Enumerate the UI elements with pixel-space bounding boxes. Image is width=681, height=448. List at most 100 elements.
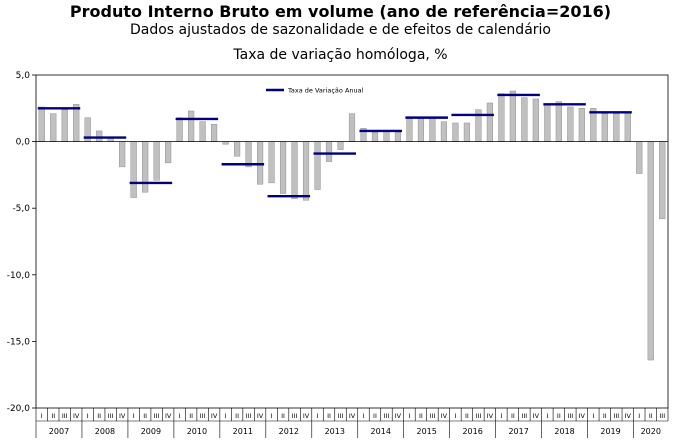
- quarter-label: IV: [73, 412, 80, 420]
- year-label: 2009: [141, 427, 161, 436]
- quarter-bar: [302, 141, 310, 201]
- quarter-label: I: [225, 412, 227, 420]
- quarter-label: I: [454, 412, 456, 420]
- year-label: 2017: [508, 427, 528, 436]
- quarter-bar: [176, 117, 183, 142]
- quarter-bar: [440, 121, 447, 142]
- quarter-bar: [199, 121, 206, 142]
- quarter-label: I: [592, 412, 594, 420]
- quarter-bar: [268, 141, 275, 184]
- y-tick-label: 5,0: [16, 71, 31, 81]
- year-label: 2007: [49, 427, 69, 436]
- quarter-label: III: [338, 412, 344, 420]
- quarter-label: II: [235, 412, 239, 420]
- quarter-label: IV: [165, 412, 172, 420]
- y-tick-label: -10,0: [7, 271, 31, 281]
- quarter-label: I: [546, 412, 548, 420]
- quarter-bar: [38, 106, 45, 142]
- quarter-label: I: [363, 412, 365, 420]
- quarter-label: IV: [441, 412, 448, 420]
- quarter-bar: [383, 130, 390, 142]
- quarter-label: IV: [119, 412, 126, 420]
- quarter-bar: [636, 141, 643, 174]
- y-tick-label: -5,0: [12, 204, 30, 214]
- year-label: 2012: [279, 427, 299, 436]
- year-label: 2014: [371, 427, 391, 436]
- quarter-label: IV: [579, 412, 586, 420]
- quarter-bar: [624, 112, 631, 142]
- quarter-bar: [521, 97, 528, 142]
- quarter-bar: [61, 109, 68, 142]
- quarter-label: I: [41, 412, 43, 420]
- quarter-label: I: [179, 412, 181, 420]
- year-label: 2013: [325, 427, 345, 436]
- quarter-label: IV: [211, 412, 218, 420]
- quarter-bar: [567, 106, 574, 142]
- year-label: 2016: [462, 427, 482, 436]
- quarter-bar: [96, 130, 103, 142]
- quarter-label: III: [246, 412, 252, 420]
- y-tick-label: -20,0: [7, 404, 31, 414]
- quarter-bar: [211, 124, 218, 142]
- quarter-bar: [406, 117, 413, 142]
- year-label: 2015: [417, 427, 437, 436]
- quarter-label: II: [97, 412, 101, 420]
- year-label: 2011: [233, 427, 253, 436]
- quarter-label: II: [143, 412, 147, 420]
- year-label: 2020: [641, 427, 661, 436]
- quarter-label: IV: [395, 412, 402, 420]
- quarter-label: III: [154, 412, 160, 420]
- quarter-bar: [188, 110, 195, 142]
- quarter-bar: [452, 122, 459, 142]
- quarter-bar: [601, 113, 608, 142]
- quarter-bar: [234, 141, 241, 157]
- quarter-label: II: [51, 412, 55, 420]
- quarter-label: II: [557, 412, 561, 420]
- quarter-bar: [50, 113, 57, 142]
- quarter-bar: [532, 98, 539, 142]
- y-tick-label: 0,0: [16, 138, 31, 148]
- quarter-bar: [130, 141, 137, 198]
- quarter-label: I: [638, 412, 640, 420]
- quarter-bar: [417, 117, 425, 142]
- quarter-label: II: [189, 412, 193, 420]
- quarter-label: I: [317, 412, 319, 420]
- quarter-bar: [613, 113, 620, 142]
- quarter-label: II: [649, 412, 653, 420]
- year-label: 2019: [600, 427, 620, 436]
- quarter-bar: [555, 101, 562, 142]
- quarter-label: III: [384, 412, 390, 420]
- quarter-bar: [659, 141, 666, 220]
- quarter-bar: [348, 113, 356, 142]
- quarter-bar: [371, 132, 379, 142]
- chart-title: Produto Interno Bruto em volume (ano de …: [69, 2, 612, 21]
- quarter-bar: [394, 132, 402, 142]
- quarter-label: II: [465, 412, 469, 420]
- quarter-label: III: [430, 412, 436, 420]
- quarter-label: IV: [303, 412, 310, 420]
- quarter-label: I: [87, 412, 89, 420]
- legend-label: Taxa de Variação Anual: [287, 87, 364, 95]
- quarter-bar: [578, 108, 585, 142]
- quarter-label: III: [476, 412, 482, 420]
- quarter-bar: [647, 141, 654, 361]
- quarter-bar: [463, 122, 470, 142]
- quarter-label: II: [373, 412, 377, 420]
- quarter-bar: [337, 141, 344, 150]
- quarter-label: IV: [349, 412, 356, 420]
- quarter-bar: [165, 141, 172, 164]
- quarter-label: II: [419, 412, 423, 420]
- quarter-bar: [119, 141, 126, 168]
- quarter-label: III: [659, 412, 665, 420]
- quarter-label: I: [408, 412, 410, 420]
- quarter-label: II: [603, 412, 607, 420]
- quarter-label: IV: [533, 412, 540, 420]
- chart-subtitle: Dados ajustados de sazonalidade e de efe…: [130, 22, 551, 38]
- quarter-bar: [509, 90, 516, 142]
- quarter-bar: [314, 141, 321, 190]
- plot-frame: [35, 74, 669, 409]
- quarter-label: II: [281, 412, 285, 420]
- quarter-label: I: [500, 412, 502, 420]
- quarter-label: IV: [625, 412, 632, 420]
